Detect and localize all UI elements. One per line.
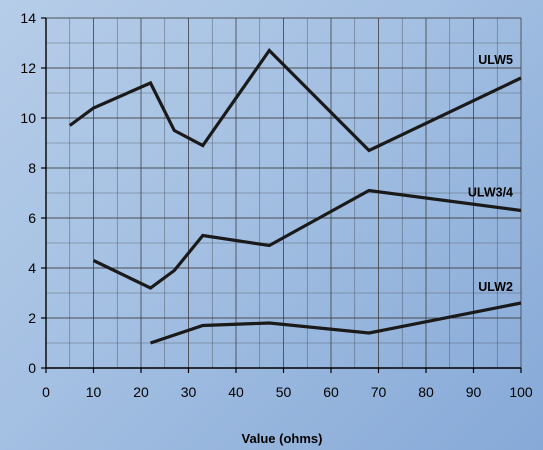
y-tick-label: 12 xyxy=(20,60,36,76)
series-label: ULW2 xyxy=(478,280,513,294)
x-axis-title: Value (ohms) xyxy=(242,431,323,446)
y-tick-label: 8 xyxy=(28,160,36,176)
tick-labels: 0 10 20 30 40 50 60 70 80 90 100 0 2 4 6 8 10 12 14 xyxy=(20,10,532,400)
x-tick-label: 90 xyxy=(466,384,482,400)
y-tick-label: 2 xyxy=(28,310,36,326)
x-tick-label: 80 xyxy=(418,384,434,400)
series-line-ulw2 xyxy=(149,301,522,345)
series-line-ulw3-4 xyxy=(92,188,522,290)
x-tick-label: 50 xyxy=(276,384,292,400)
x-tick-label: 60 xyxy=(323,384,339,400)
x-tick-label: 70 xyxy=(371,384,387,400)
axes xyxy=(41,17,522,373)
series-lines xyxy=(68,48,522,345)
x-tick-label: 100 xyxy=(509,384,533,400)
series-label: ULW3/4 xyxy=(468,186,513,200)
y-tick-label: 10 xyxy=(20,110,36,126)
y-tick-label: 4 xyxy=(28,260,36,276)
x-tick-label: 10 xyxy=(86,384,102,400)
x-tick-label: 40 xyxy=(228,384,244,400)
y-tick-label: 0 xyxy=(28,360,36,376)
x-tick-label: 20 xyxy=(133,384,149,400)
x-tick-label: 30 xyxy=(181,384,197,400)
x-tick-label: 0 xyxy=(42,384,50,400)
series-line-ulw5 xyxy=(68,48,522,153)
series-label: ULW5 xyxy=(478,53,513,67)
y-tick-label: 14 xyxy=(20,10,36,26)
series-labels: ULW5 ULW3/4 ULW2 xyxy=(468,53,513,294)
y-tick-label: 6 xyxy=(28,210,36,226)
